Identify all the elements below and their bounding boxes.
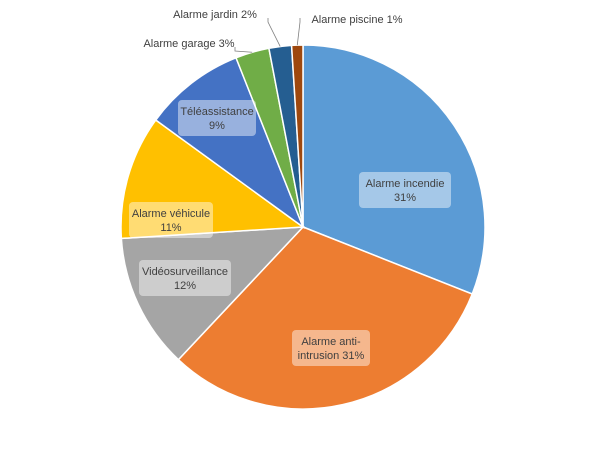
leader-line-8 [296,18,301,46]
data-label-box-3 [139,260,231,296]
pie-slice-2 [177,226,474,410]
data-label-1-line-1: Alarme incendie [366,178,445,190]
data-label-4-line-1: Alarme véhicule [132,208,210,220]
data-label-7: Alarme jardin 2% [173,9,257,21]
leader-line-6 [234,47,253,53]
data-label-1-line-2: 31% [394,192,416,204]
data-label-4-line-2: 11% [160,222,181,234]
data-labels: Alarme incendie 31% Alarme anti-intrusion … [129,9,451,366]
data-label-5-line-1: Téléassistance [180,106,253,118]
pie-slice-3 [120,226,305,361]
data-label-box-5 [178,100,256,136]
data-label-6: Alarme garage 3% [143,38,234,50]
data-label-3-line-2: 12% [174,280,196,292]
leader-line-7 [267,18,281,47]
data-label-box-1 [359,172,451,208]
data-label-5-line-2: 9% [209,120,225,132]
data-label-2-line-2: intrusion 31% [298,350,365,362]
data-label-8: Alarme piscine 1% [311,14,402,26]
pie-slice-4 [120,118,306,240]
pie-slice-1 [302,44,486,295]
data-label-box-2 [292,330,370,366]
leader-lines [234,18,301,53]
pie-slice-5 [154,56,305,230]
data-label-3-line-1: Vidéosurveillance [142,266,228,278]
data-label-box-4 [129,202,213,238]
pie-slices [120,44,486,410]
data-label-2-line-1: Alarme anti- [301,336,361,348]
